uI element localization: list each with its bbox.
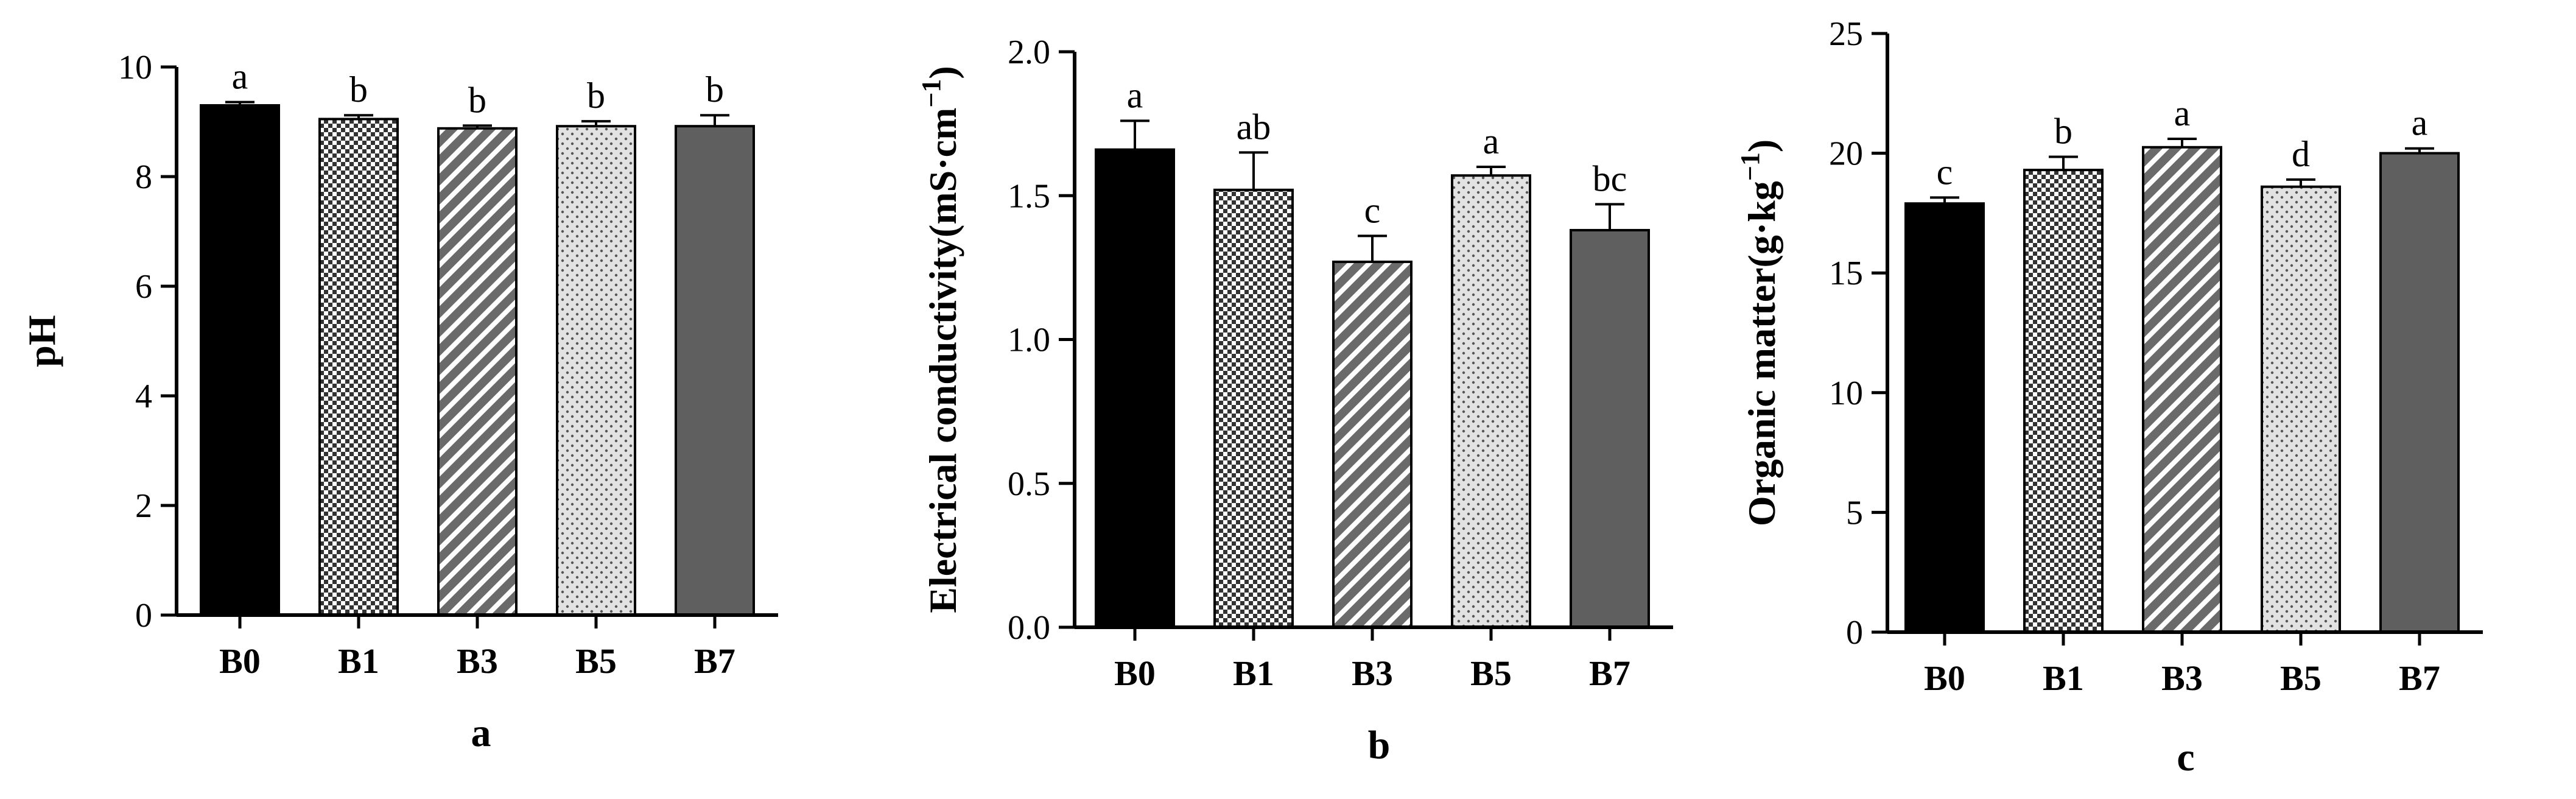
y-tick-label: 1.0 (1008, 322, 1050, 359)
bar-b5 (2261, 185, 2341, 633)
x-tick-label: B5 (2280, 658, 2322, 698)
y-tick-label: 5 (1846, 494, 1863, 532)
y-tick-label: 20 (1829, 135, 1863, 173)
x-tick-label: B3 (2161, 658, 2203, 698)
y-tick-label: 0 (135, 597, 152, 635)
significance-label: ab (1237, 107, 1271, 147)
y-axis-title-text: Electrical conductivity(mS·cm (921, 108, 964, 613)
bar-b0 (1904, 202, 1985, 633)
y-tick-label: 10 (1829, 375, 1863, 412)
y-tick-label: 4 (135, 378, 152, 415)
y-tick-label: 15 (1829, 255, 1863, 292)
y-axis-title-suffix: ) (1740, 139, 1783, 152)
y-tick-label: 8 (135, 158, 152, 196)
x-tick-label: B1 (2043, 658, 2084, 698)
bar-b7 (2379, 152, 2460, 634)
bar-b0 (200, 104, 280, 616)
significance-label: a (2174, 93, 2191, 133)
x-tick-label: B1 (1233, 653, 1274, 693)
significance-label: a (232, 57, 248, 97)
bar-b1 (1213, 188, 1294, 628)
y-tick-label: 0.0 (1008, 609, 1050, 647)
x-tick-label: B0 (219, 641, 261, 681)
y-axis-title: pH (20, 315, 63, 367)
panel-label: a (471, 711, 491, 755)
y-axis-title: Electrical conductivity(mS·cm−1) (916, 66, 964, 613)
significance-label: d (2292, 134, 2310, 174)
y-axis-title-superscript: −1 (1735, 152, 1765, 181)
panel-label: b (1368, 723, 1391, 767)
x-tick-label: B3 (1352, 653, 1393, 693)
significance-label: b (2054, 111, 2072, 151)
chart-panel-c: c B0 b B1 a B3 d B5 a B7 0 5 10 15 20 25 Organic matter(… (1735, 15, 2483, 780)
x-tick-label: B5 (1470, 653, 1512, 693)
x-tick-label: B0 (1114, 653, 1156, 693)
bar-b5 (556, 125, 636, 616)
significance-label: b (468, 80, 486, 120)
y-tick-label: 1.5 (1008, 177, 1050, 215)
significance-label: b (706, 69, 724, 110)
x-tick-label: B1 (338, 641, 379, 681)
x-tick-label: B5 (575, 641, 617, 681)
chart-panel-a: a B0 b B1 b B3 b B5 b B7 0 2 4 6 8 10 pH a (20, 49, 778, 755)
y-tick-label: 6 (135, 268, 152, 306)
bar-b7 (1570, 228, 1650, 628)
significance-label: b (349, 69, 368, 110)
y-axis-title: Organic matter(g·kg−1) (1735, 139, 1783, 526)
y-tick-label: 2.0 (1008, 33, 1050, 71)
bar-b3 (1332, 260, 1413, 628)
y-axis-title-superscript: −1 (916, 79, 946, 108)
bar-b3 (2142, 146, 2222, 633)
bar-b1 (2023, 169, 2104, 633)
y-tick-label: 0.5 (1008, 465, 1050, 503)
x-tick-label: B7 (1589, 653, 1630, 693)
y-tick-label: 2 (135, 487, 152, 525)
y-axis-title-text: Organic matter(g·kg (1740, 181, 1783, 526)
significance-label: a (1127, 75, 1143, 115)
bar-b5 (1451, 174, 1531, 628)
bar-b0 (1095, 148, 1175, 628)
chart-panel-b: a B0 ab B1 c B3 a B5 bc B7 0.0 0.5 1.0 1.5 2.0 Electric… (916, 33, 1673, 767)
y-axis-title-suffix: ) (921, 66, 964, 79)
significance-label: b (587, 76, 605, 116)
x-tick-label: B0 (1924, 658, 1965, 698)
bar-b3 (437, 127, 518, 617)
bar-b1 (318, 118, 399, 616)
y-tick-label: 25 (1829, 15, 1863, 53)
x-tick-label: B7 (2399, 658, 2440, 698)
significance-label: bc (1593, 158, 1627, 199)
significance-label: c (1364, 190, 1381, 230)
y-tick-label: 10 (118, 49, 152, 86)
panel-label: c (2177, 735, 2194, 780)
x-tick-label: B3 (457, 641, 498, 681)
bar-b7 (675, 125, 755, 616)
significance-label: c (1937, 152, 1953, 192)
x-tick-label: B7 (694, 641, 735, 681)
significance-label: a (1483, 121, 1500, 161)
y-tick-label: 0 (1846, 614, 1863, 652)
significance-label: a (2412, 103, 2428, 143)
y-axis-title-text: pH (20, 315, 63, 367)
